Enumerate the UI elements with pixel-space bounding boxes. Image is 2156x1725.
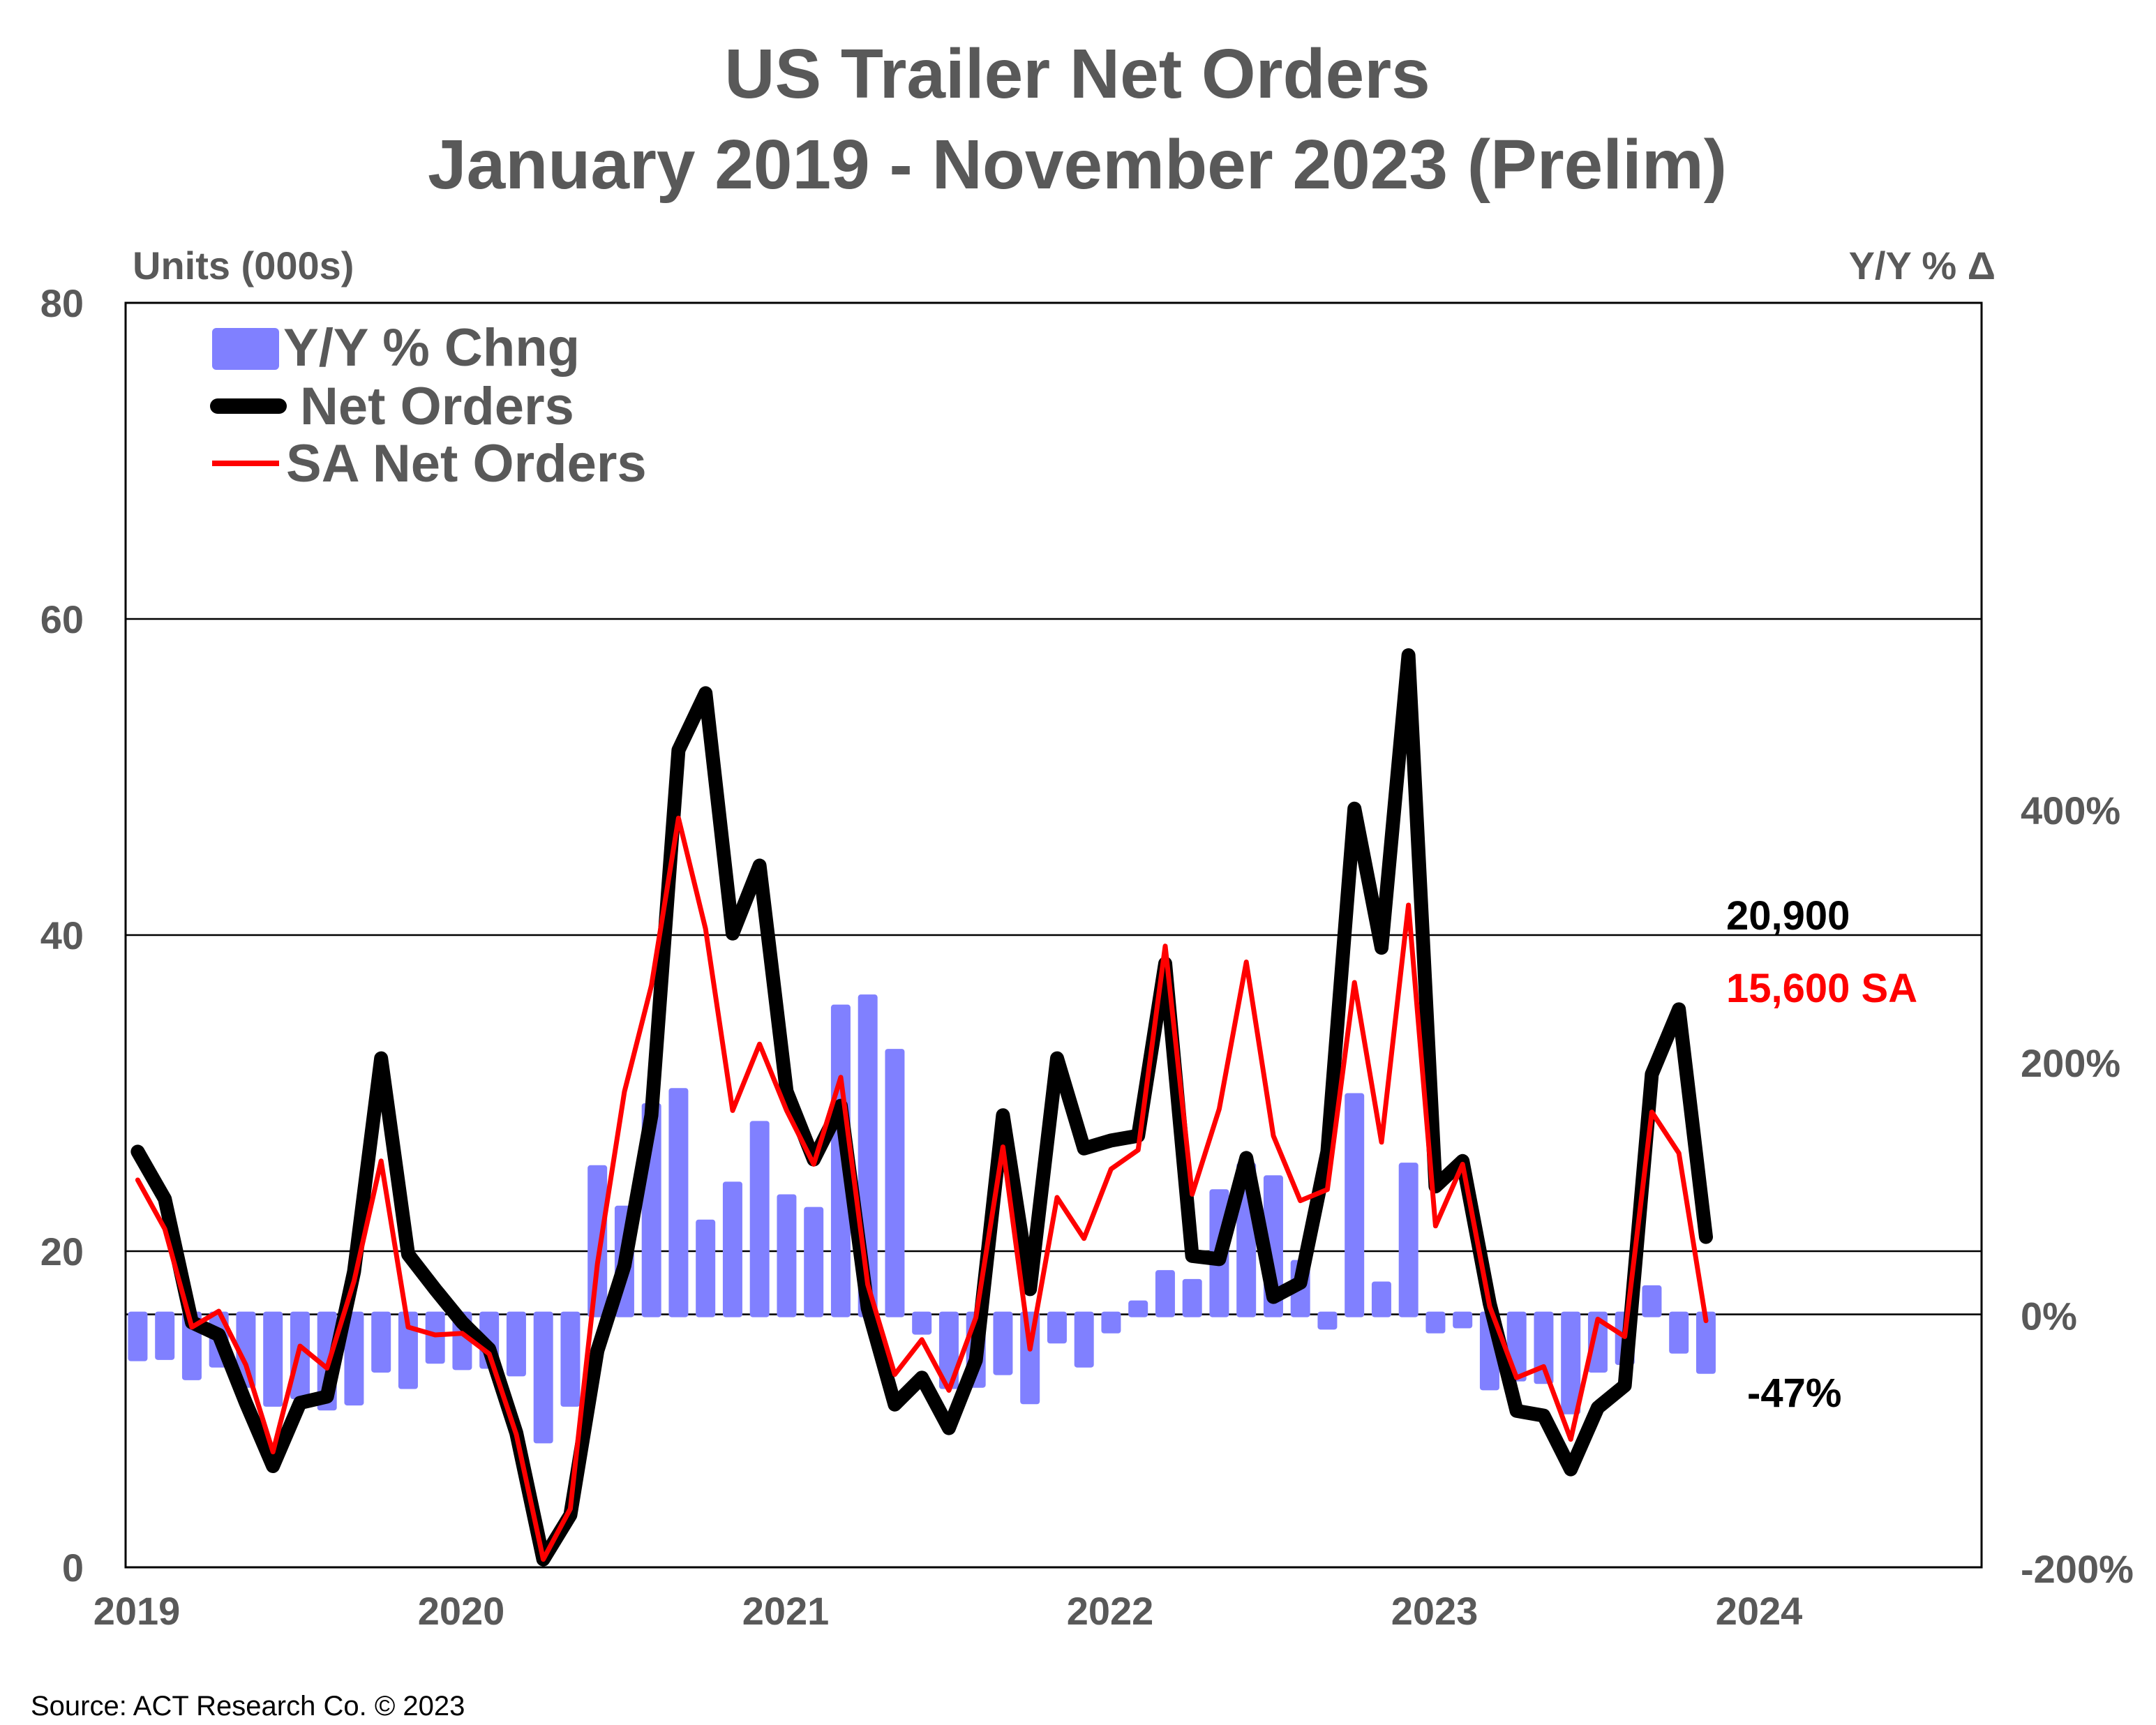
yoy-bar [1534, 1311, 1554, 1384]
yoy-bar [587, 1165, 608, 1317]
yoy-bar [1074, 1311, 1094, 1368]
annotation-sa: 15,600 SA [1726, 966, 1917, 1011]
plot-frame [124, 301, 1983, 1569]
legend-label-sa: SA Net Orders [286, 434, 647, 493]
yoy-bar [533, 1311, 553, 1444]
left-tick-label: 80 [40, 281, 84, 325]
yoy-bar [777, 1194, 797, 1317]
x-tick-label: 2022 [1067, 1589, 1154, 1633]
legend: Y/Y % Chng Net Orders SA Net Orders [210, 318, 647, 493]
yoy-bar [1101, 1311, 1121, 1334]
yoy-bar [344, 1311, 364, 1406]
left-tick-label: 40 [40, 913, 84, 957]
yoy-bar [1047, 1311, 1067, 1344]
yoy-bar [749, 1121, 770, 1317]
yoy-bar [155, 1311, 175, 1360]
left-axis-ticks: 80 60 40 20 0 [40, 281, 84, 1590]
right-tick-label: 200% [2021, 1041, 2120, 1085]
yoy-bar [722, 1181, 742, 1317]
yoy-bar [1425, 1311, 1446, 1334]
line-series [130, 648, 1713, 1567]
yoy-bar [885, 1049, 905, 1317]
left-axis-label: Units (000s) [133, 244, 354, 288]
right-axis-ticks: 400% 200% 0% -200% [2021, 789, 2134, 1591]
yoy-bar [1182, 1278, 1202, 1317]
x-tick-label: 2023 [1391, 1589, 1478, 1633]
yoy-bar [1345, 1093, 1365, 1317]
yoy-bars [128, 994, 1716, 1444]
yoy-bar [560, 1311, 581, 1407]
x-tick-label: 2020 [418, 1589, 505, 1633]
yoy-bar [912, 1311, 932, 1335]
legend-swatch-yoy [212, 328, 279, 370]
source-note: Source: ACT Research Co. © 2023 [31, 1691, 465, 1722]
yoy-bar [993, 1311, 1013, 1375]
yoy-bar [1561, 1311, 1581, 1414]
x-tick-label: 2019 [93, 1589, 181, 1633]
chart-title: US Trailer Net Orders [724, 35, 1430, 113]
yoy-bar [425, 1311, 445, 1364]
right-tick-label: -200% [2021, 1547, 2134, 1591]
x-axis-ticks: 2019 2020 2021 2022 2023 2024 [93, 1589, 1803, 1633]
annotation-yoy: -47% [1747, 1371, 1841, 1416]
annotation-net-orders: 20,900 [1726, 893, 1850, 939]
legend-label-yoy: Y/Y % Chng [283, 318, 580, 378]
yoy-bar [128, 1311, 148, 1361]
sa-net-orders-line [135, 815, 1709, 1562]
yoy-bar [1642, 1285, 1662, 1317]
yoy-bar [668, 1088, 689, 1317]
yoy-bar [1587, 1311, 1608, 1373]
left-tick-label: 20 [40, 1230, 84, 1274]
yoy-bar [371, 1311, 391, 1373]
yoy-bar [1155, 1270, 1175, 1317]
legend-label-net-orders: Net Orders [300, 377, 574, 436]
chart-subtitle: January 2019 - November 2023 (Prelim) [428, 126, 1727, 204]
x-tick-label: 2024 [1716, 1589, 1803, 1633]
yoy-bar [1398, 1163, 1418, 1317]
yoy-bar [1128, 1300, 1148, 1317]
yoy-bar [506, 1311, 526, 1377]
right-axis-label: Y/Y % Δ [1849, 244, 1996, 288]
yoy-bar [263, 1311, 283, 1407]
yoy-bar [1020, 1311, 1040, 1405]
yoy-bar [1453, 1311, 1473, 1329]
yoy-bar [1669, 1311, 1689, 1354]
right-tick-label: 400% [2021, 789, 2120, 832]
yoy-bar [696, 1219, 716, 1317]
yoy-bar [804, 1207, 824, 1317]
yoy-bar [236, 1311, 256, 1388]
left-tick-label: 0 [62, 1546, 84, 1590]
yoy-bar [1317, 1311, 1338, 1330]
yoy-bar [1371, 1281, 1391, 1317]
yoy-bar [938, 1311, 959, 1389]
yoy-bar [830, 1004, 851, 1317]
yoy-bar [1695, 1311, 1716, 1374]
right-tick-label: 0% [2021, 1294, 2077, 1338]
x-tick-label: 2021 [742, 1589, 830, 1633]
left-tick-label: 60 [40, 597, 84, 641]
net-orders-line [130, 648, 1713, 1567]
